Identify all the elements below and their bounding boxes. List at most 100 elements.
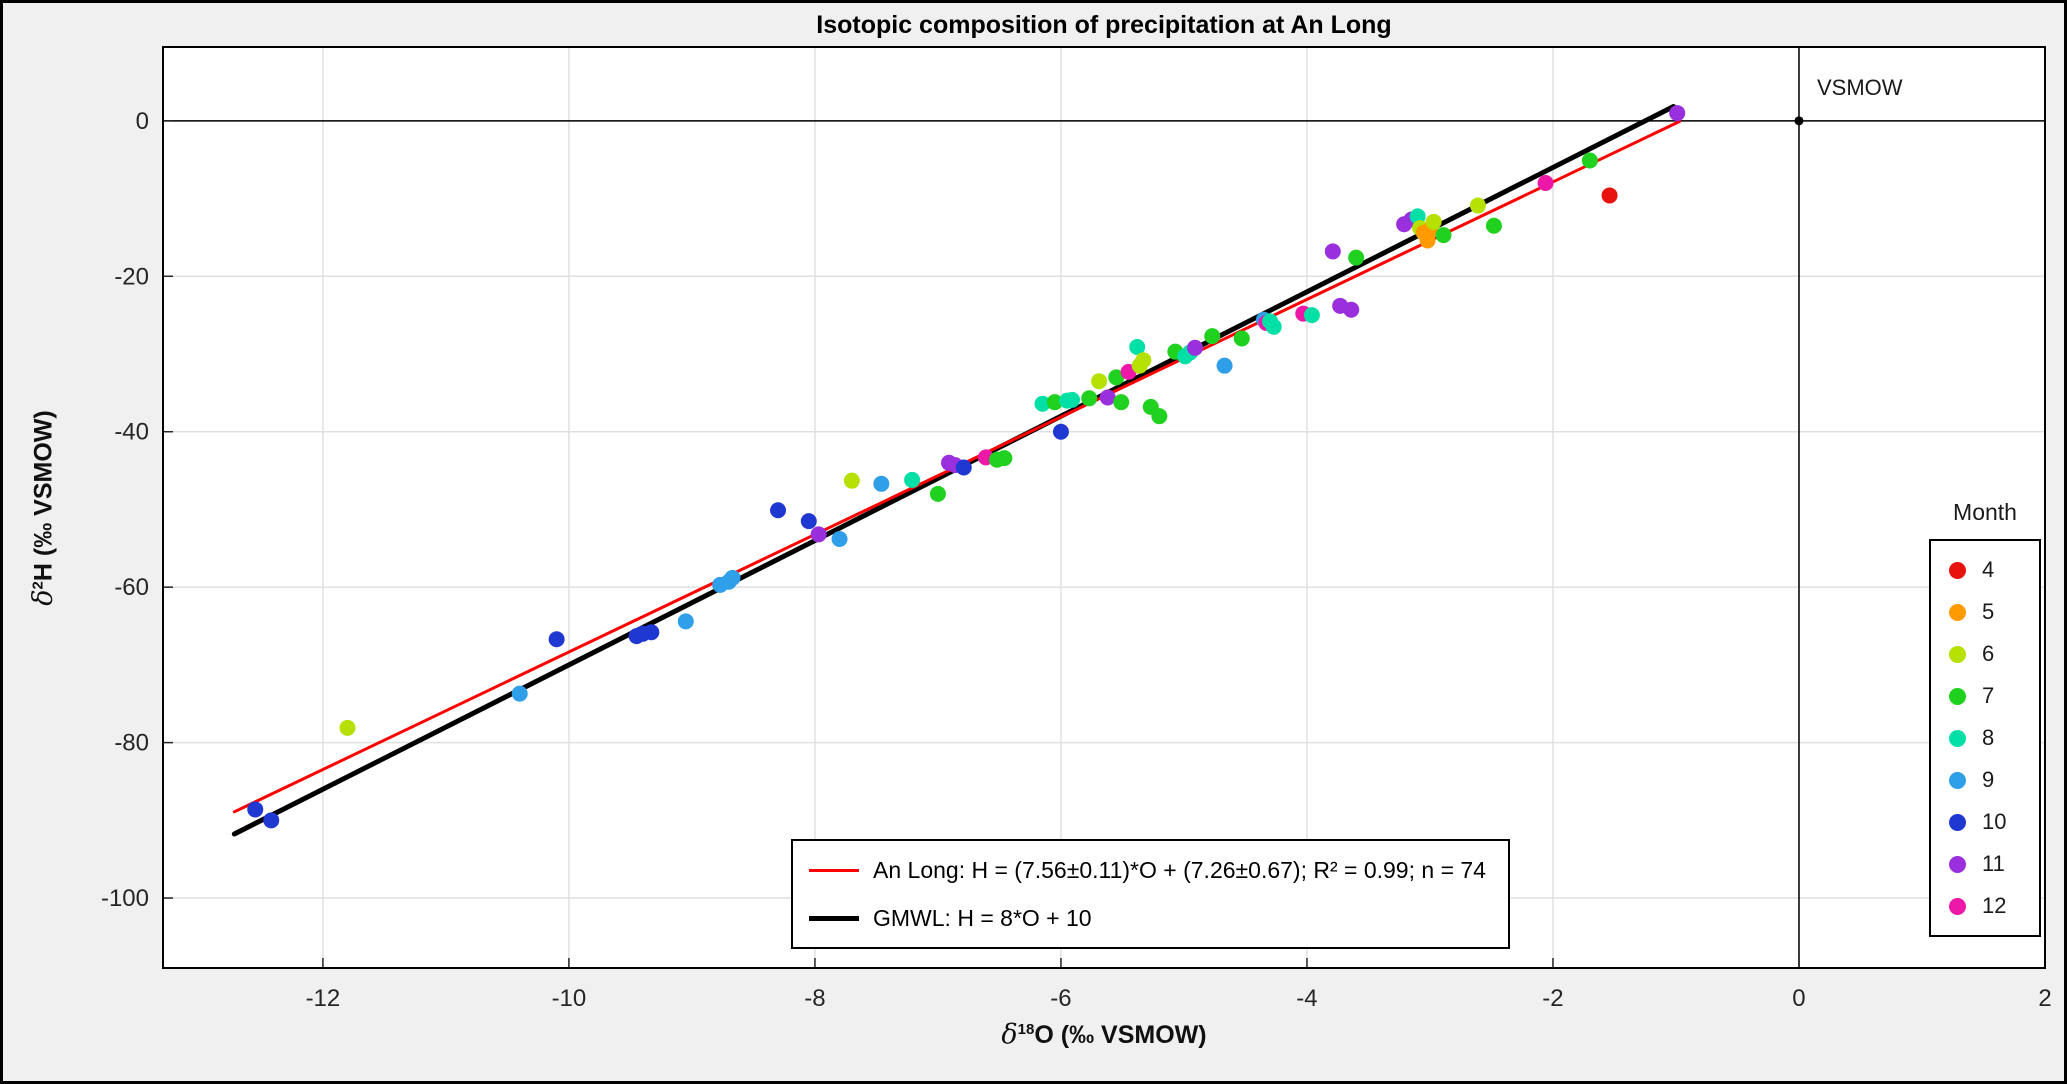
data-point-month-10 <box>1052 423 1069 440</box>
data-point-month-10 <box>770 502 787 519</box>
plot-background <box>163 47 2045 968</box>
x-tick-label: -6 <box>1050 985 1071 1012</box>
x-tick-label: -10 <box>552 985 587 1012</box>
data-point-month-9 <box>724 569 741 586</box>
legend-label-month-12: 12 <box>1982 893 2007 918</box>
fit-legend-row-an-long-fit: An Long: H = (7.56±0.11)*O + (7.26±0.67)… <box>809 846 1486 894</box>
legend-marker-icon-month-9 <box>1949 771 1966 789</box>
legend-marker-icon-month-4 <box>1949 561 1966 579</box>
legend-entry-month-8: 8 <box>1949 717 2039 759</box>
x-tick-label: -8 <box>804 985 825 1012</box>
data-point-month-8 <box>904 471 921 488</box>
data-point-month-7 <box>1151 408 1168 425</box>
legend-marker-icon-month-12 <box>1949 897 1966 915</box>
month-legend-box: 4 5 6 7 8 9 10 11 12 <box>1929 539 2041 937</box>
data-point-month-7 <box>1108 369 1125 386</box>
fit-legend-row-gmwl: GMWL: H = 8*O + 10 <box>809 894 1486 942</box>
legend-entry-month-12: 12 <box>1949 885 2039 927</box>
data-point-month-6 <box>1091 373 1108 390</box>
data-point-month-10 <box>263 812 280 829</box>
data-point-month-11 <box>1187 339 1204 356</box>
legend-label-month-7: 7 <box>1982 683 1995 708</box>
data-point-month-9 <box>873 475 890 492</box>
legend-marker-icon-month-8 <box>1949 729 1966 747</box>
y-tick-label: -100 <box>101 885 149 912</box>
legend-label-month-6: 6 <box>1982 641 1995 666</box>
data-point-month-10 <box>643 624 660 641</box>
data-point-month-9 <box>831 530 848 547</box>
legend-entry-month-4: 4 <box>1949 549 2039 591</box>
data-point-month-9 <box>511 685 528 702</box>
vsmow-marker <box>1794 116 1804 126</box>
data-point-month-11 <box>1669 105 1686 122</box>
data-point-month-7 <box>1204 328 1221 345</box>
data-point-month-8 <box>1265 318 1282 335</box>
data-point-month-7 <box>996 450 1013 467</box>
legend-entry-month-11: 11 <box>1949 843 2039 885</box>
legend-title: Month <box>1953 499 2017 525</box>
chart-title: Isotopic composition of precipitation at… <box>816 11 1392 39</box>
data-point-month-6 <box>1425 213 1442 230</box>
data-point-month-7 <box>929 485 946 502</box>
x-tick-label: -4 <box>1296 985 1317 1012</box>
legend-marker-icon-month-7 <box>1949 687 1966 705</box>
data-point-month-7 <box>1046 394 1063 411</box>
fit-legend-label-gmwl: GMWL: H = 8*O + 10 <box>873 904 1092 931</box>
fit-legend-line-sample-gmwl <box>809 915 859 921</box>
legend-entry-month-9: 9 <box>1949 759 2039 801</box>
y-tick-label: -20 <box>114 263 149 290</box>
legend-marker-icon-month-5 <box>1949 603 1966 621</box>
data-point-month-10 <box>955 459 972 476</box>
fit-lines-legend-box: An Long: H = (7.56±0.11)*O + (7.26±0.67)… <box>791 839 1510 949</box>
legend-label-month-9: 9 <box>1982 767 1995 792</box>
data-point-month-10 <box>247 801 264 818</box>
y-axis-label: δ2H (‰ VSMOW) <box>28 410 59 605</box>
legend-marker-icon-month-11 <box>1949 855 1966 873</box>
data-point-month-8 <box>1064 391 1081 408</box>
data-point-month-11 <box>1324 243 1341 260</box>
legend-label-month-8: 8 <box>1982 725 1995 750</box>
x-tick-label: -12 <box>306 985 341 1012</box>
data-point-month-6 <box>1135 352 1152 369</box>
data-point-month-8 <box>1129 339 1146 356</box>
vsmow-label: VSMOW <box>1817 75 1903 100</box>
y-label-superscript: 2 <box>29 581 47 590</box>
data-point-month-10 <box>800 513 817 530</box>
legend-entry-month-6: 6 <box>1949 633 2039 675</box>
legend-entry-month-5: 5 <box>1949 591 2039 633</box>
x-tick-label: 2 <box>2038 985 2051 1012</box>
legend-label-month-4: 4 <box>1982 557 1995 582</box>
legend-label-month-11: 11 <box>1982 851 2005 876</box>
data-point-month-12 <box>1537 175 1554 192</box>
legend-entry-month-7: 7 <box>1949 675 2039 717</box>
legend-marker-icon-month-6 <box>1949 645 1966 663</box>
x-axis-label: δ18O (‰ VSMOW) <box>163 1019 2045 1050</box>
y-label-text: H (‰ VSMOW) <box>29 410 58 582</box>
data-point-month-11 <box>1343 301 1360 318</box>
fit-legend-line-sample-an-long-fit <box>809 868 859 872</box>
data-point-month-8 <box>1034 395 1051 412</box>
x-label-superscript: 18 <box>1017 1021 1035 1038</box>
data-point-month-6 <box>1469 197 1486 214</box>
y-tick-label: -60 <box>114 574 149 601</box>
y-tick-label: -40 <box>114 419 149 446</box>
data-point-month-6 <box>843 472 860 489</box>
legend-label-month-10: 10 <box>1982 809 2007 834</box>
data-point-month-11 <box>810 526 827 543</box>
data-point-month-7 <box>1581 152 1598 169</box>
legend-marker-icon-month-10 <box>1949 813 1966 831</box>
legend-label-month-5: 5 <box>1982 599 1995 624</box>
data-point-month-10 <box>548 631 565 648</box>
y-tick-label: -80 <box>114 730 149 757</box>
data-point-month-7 <box>1233 330 1250 347</box>
x-tick-label: -2 <box>1542 985 1563 1012</box>
data-point-month-7 <box>1348 249 1365 266</box>
x-label-text: O (‰ VSMOW) <box>1034 1021 1207 1049</box>
data-point-month-7 <box>1081 390 1098 407</box>
axes-box <box>162 46 2046 969</box>
delta-symbol: δ <box>1001 1019 1018 1050</box>
fit-legend-label-an-long-fit: An Long: H = (7.56±0.11)*O + (7.26±0.67)… <box>873 856 1486 883</box>
data-point-month-8 <box>1303 307 1320 324</box>
